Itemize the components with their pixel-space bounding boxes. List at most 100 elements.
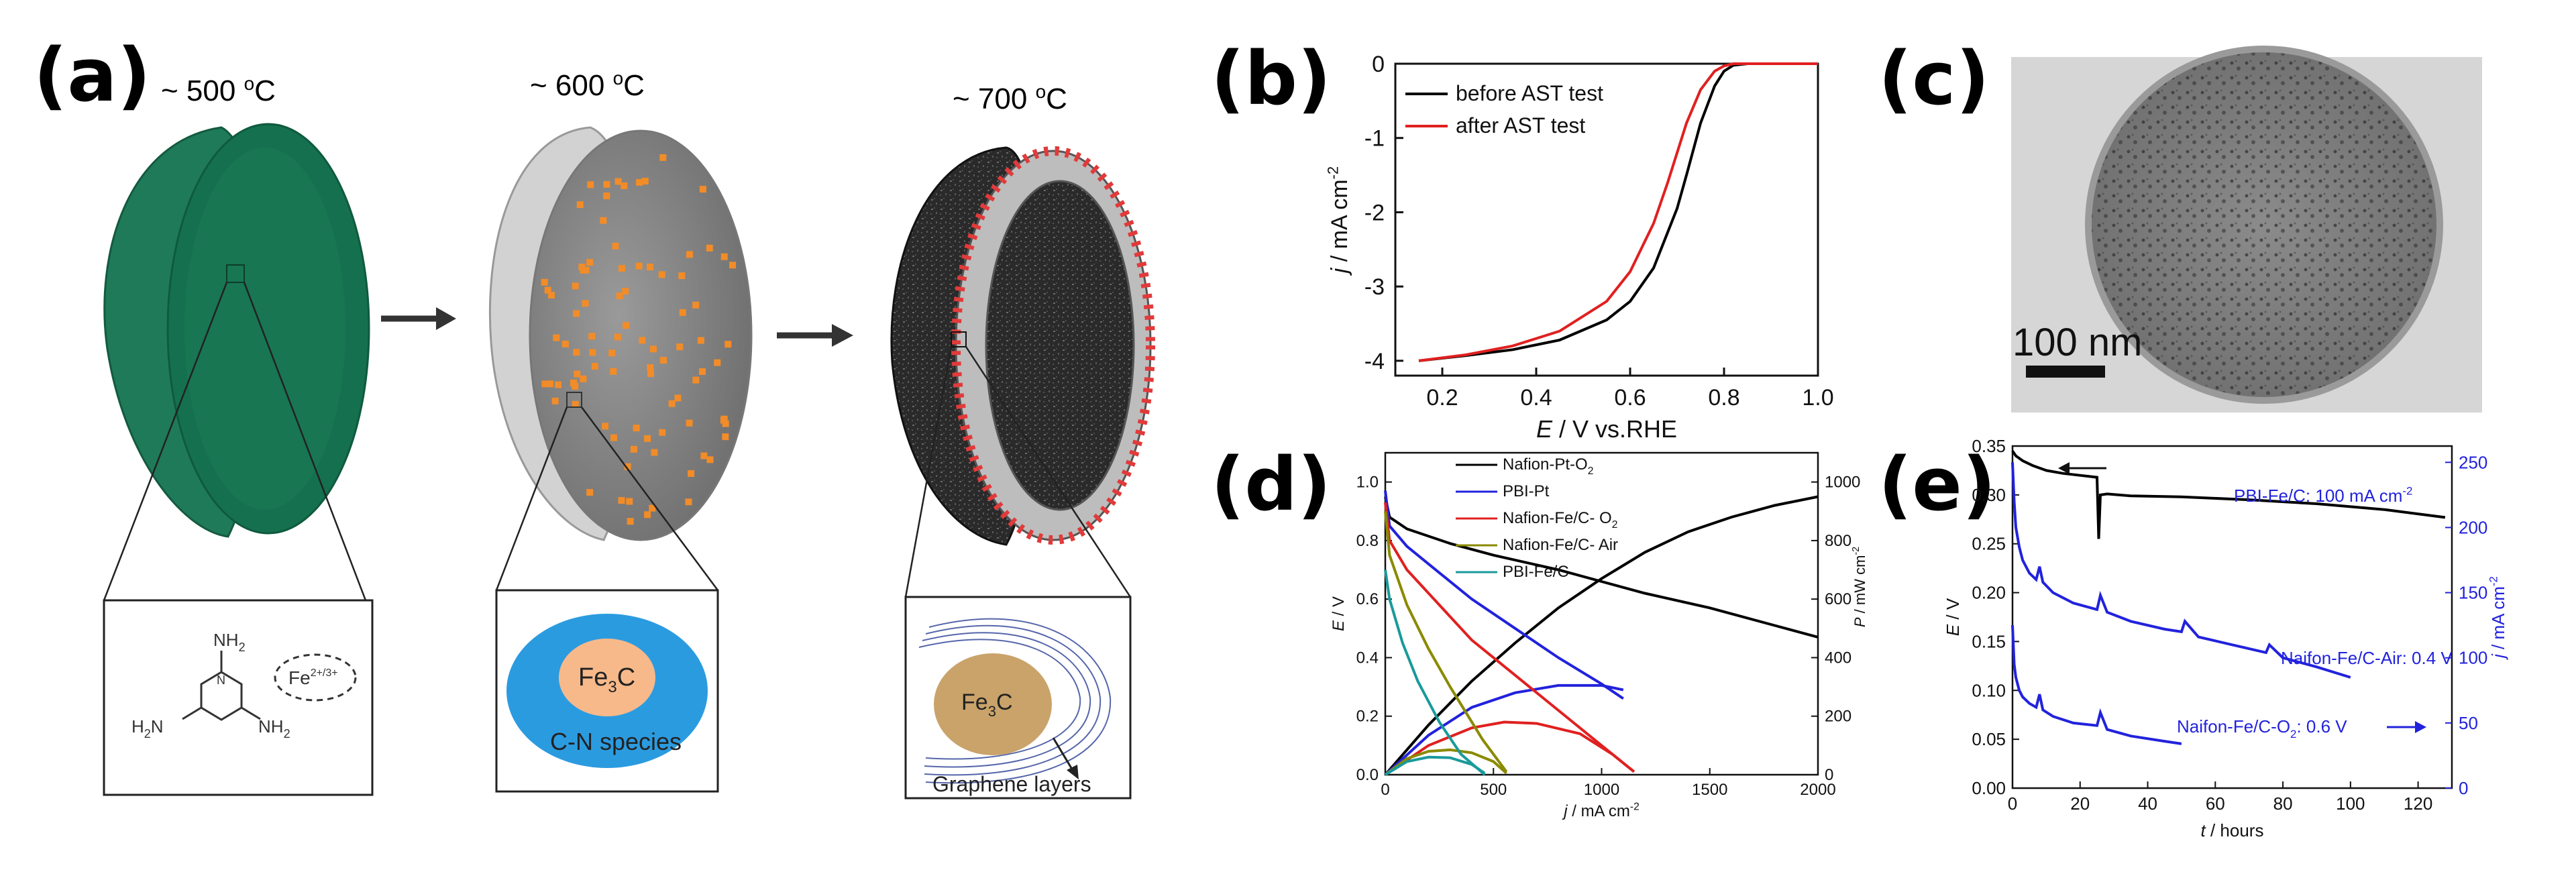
scale-bar-label: 100 nm: [2012, 321, 2142, 364]
fe3c-nanoparticle: [541, 278, 548, 286]
fe3c-nanoparticle: [706, 456, 714, 463]
chart-b-lsv: 0.2 0.4 0.6 0.8 1.0 0 -1 -2 -3 -4 E / V vs.RHE j / …: [1324, 52, 1833, 443]
y-tick-label-left: 1.0: [1356, 474, 1379, 492]
tem-particle-rim: [2085, 46, 2443, 404]
chart-e-stability: 0 20 40 60 80 100 120 0.00 0.05 0.10 0.15 0.20 0.25 0…: [1943, 436, 2508, 840]
green-hemisphere: [103, 123, 370, 538]
fe3c-nanoparticle: [644, 435, 651, 442]
y-tick-label-right: 600: [1825, 590, 1851, 608]
fe3c-nanoparticle: [551, 397, 559, 404]
y-tick-label-left: 0.20: [1972, 583, 2006, 603]
panel-c: (c) 100 nm: [1878, 36, 2482, 413]
amine-right-label: NH2: [258, 716, 290, 741]
y-tick-label-left: 0.10: [1972, 680, 2006, 700]
legend-entry: after AST test: [1456, 113, 1585, 138]
y-tick-label-left: 0.30: [1972, 485, 2006, 505]
arrow-left-axis-head: [2058, 462, 2070, 474]
fe3c-nanoparticle: [635, 262, 643, 270]
zoom-lines-2: [495, 406, 719, 591]
y-tick-label-left: 0.4: [1356, 649, 1379, 667]
fe3c-nanoparticle: [651, 449, 658, 456]
fe3c-nanoparticle: [574, 370, 581, 378]
fe3c-nanoparticle: [600, 217, 607, 224]
annotation-o2: Naifon-Fe/C-O2: 0.6 V: [2177, 716, 2347, 741]
fe3c-nanoparticle: [578, 264, 586, 271]
y-tick-label-right: 400: [1825, 649, 1851, 667]
x-tick-label: 120: [2404, 793, 2432, 814]
fe3c-label-3: Fe3C: [961, 690, 1013, 720]
fe3c-nanoparticle: [608, 349, 616, 357]
x-axis-label: j / mA cm-2: [1562, 801, 1640, 820]
arrow-2: [777, 324, 853, 347]
y-tick-label-left: 0.05: [1972, 729, 2006, 749]
y-tick-label-right: 200: [2459, 517, 2487, 537]
x-tick-label: 40: [2138, 793, 2157, 814]
panel-b: (b) 0.2 0.4 0.6 0.8 1.0 0 -1 -2 -3 -4 E / V vs.RHE…: [1211, 36, 1834, 443]
panel-a-letter: (a): [34, 32, 151, 118]
series-line-0: [1384, 496, 1819, 639]
panel-d: (d) 0 500 1000 1500 2000 0.0 0.2 0.4 0.6 0.8 1.0 0 2…: [1211, 441, 1868, 820]
y-tick-label-right: 150: [2459, 583, 2487, 603]
fe3c-nanoparticle: [622, 288, 629, 295]
x-tick-label: 1500: [1692, 781, 1727, 799]
zoom-lines-3: [904, 346, 1132, 598]
legend-entry: Nafion-Pt-O2: [1503, 455, 1593, 477]
series-line-1: [2011, 462, 2351, 679]
x-axis-label: t / hours: [2201, 820, 2264, 840]
x-axis-label: E / V vs.RHE: [1536, 415, 1677, 443]
x-tick-label: 100: [2336, 793, 2365, 814]
panel-e-letter: (e): [1878, 441, 1996, 527]
y-tick-label-right: 250: [2459, 452, 2487, 472]
fe3c-nanoparticle: [699, 368, 706, 375]
panel-d-letter: (d): [1211, 441, 1331, 527]
cn-species-label: C-N species: [550, 728, 682, 755]
series-line-7: [1384, 748, 1507, 776]
fe3c-nanoparticle: [674, 394, 682, 402]
y-tick-label-right: 1000: [1825, 474, 1860, 492]
y-tick-label: -1: [1364, 126, 1385, 152]
inset-fe3c-graphene: Fe3C Graphene layers: [904, 596, 1132, 800]
amine-top-label: NH2: [213, 630, 246, 654]
fe3c-nanoparticle: [547, 380, 554, 388]
fe3c-nanoparticle: [616, 292, 623, 300]
series-line-0: [2011, 450, 2446, 539]
tem-particle-texture: [2088, 49, 2440, 400]
fe3c-nanoparticle: [668, 400, 676, 407]
x-tick-label: 0.4: [1520, 385, 1552, 410]
fe3c-nanoparticle: [714, 359, 721, 366]
fe3c-nanoparticle: [646, 264, 653, 271]
series-line-0: [1418, 62, 1818, 362]
fe3c-nanoparticle: [614, 333, 621, 341]
ring-n-label: N: [217, 673, 225, 687]
plot-frame: [2011, 445, 2453, 789]
y-axis-label-left: E / V: [1943, 598, 1963, 636]
y-tick-label-left: 0.00: [1972, 778, 2006, 798]
inset-fe3c-cn: Fe3C C-N species: [495, 589, 719, 793]
fe3c-nanoparticle: [660, 357, 667, 364]
x-tick-label: 0: [1381, 781, 1389, 799]
fe3c-nanoparticle: [686, 251, 693, 258]
fe3c-nanoparticle: [572, 400, 579, 408]
y-axis-label-left: E / V: [1330, 596, 1348, 631]
series-line-1: [1384, 495, 1819, 776]
fe3c-nanoparticle: [603, 193, 610, 200]
stage1-temperature: ~ 500 oC: [161, 73, 276, 107]
y-tick-label-left: 0.35: [1972, 436, 2006, 456]
x-tick-label: 1000: [1584, 781, 1619, 799]
scale-bar: [2026, 366, 2105, 378]
fe3c-nanoparticle: [729, 262, 737, 269]
zoom-lines-1: [103, 282, 367, 601]
fe3c-nanoparticle: [679, 309, 686, 316]
y-tick-label-right: 100: [2459, 648, 2487, 668]
series-line-8: [1384, 569, 1486, 776]
panel-c-letter: (c): [1878, 36, 1990, 121]
fe3c-nanoparticle: [647, 364, 654, 372]
x-tick-label: 20: [2070, 793, 2090, 814]
fe3c-nanoparticle: [678, 272, 686, 280]
amine-left-label: H2N: [131, 716, 164, 741]
fe3c-nanoparticle: [692, 376, 700, 384]
grey-hemisphere: [488, 126, 753, 541]
x-tick-label: 0.8: [1708, 385, 1739, 410]
fe3c-nanoparticle: [547, 291, 555, 298]
